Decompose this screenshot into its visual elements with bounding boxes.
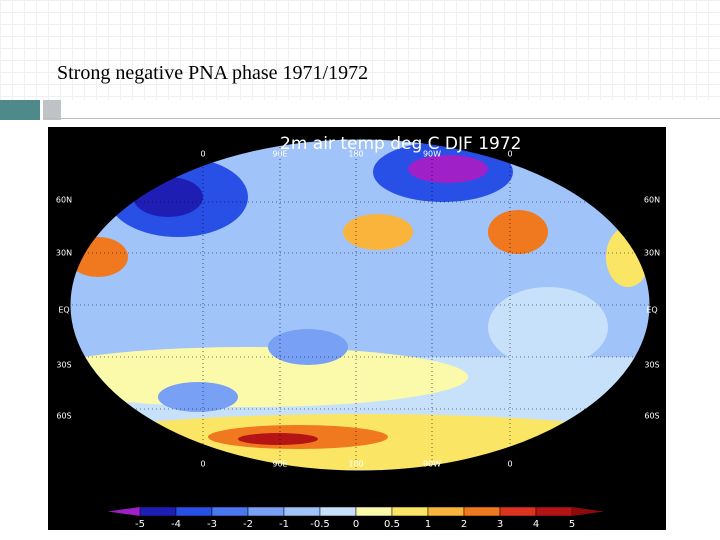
colorbar-label: -2 — [243, 519, 253, 530]
lat-label: EQ — [58, 306, 69, 315]
lon-label: 90W — [423, 150, 441, 159]
colorbar-segment — [247, 506, 285, 517]
lat-label: 60N — [56, 196, 72, 205]
divider — [43, 118, 720, 119]
map-outline — [69, 138, 651, 472]
lon-label: 0 — [200, 150, 205, 159]
colorbar-label: -3 — [207, 519, 217, 530]
figure-title: 2m air temp deg C DJF 1972 — [280, 134, 521, 154]
colorbar-label: 5 — [569, 519, 575, 530]
lon-label: 0 — [507, 460, 512, 469]
lat-label: 30S — [644, 361, 659, 370]
accent-bar — [0, 100, 40, 120]
colorbar-label: -0.5 — [310, 519, 330, 530]
field-region — [408, 155, 488, 183]
colorbar-segment — [319, 506, 357, 517]
field-region — [343, 214, 413, 250]
colorbar-label: 2 — [461, 519, 467, 530]
slide-title: Strong negative PNA phase 1971/1972 — [57, 62, 369, 84]
lat-label: 60S — [56, 412, 71, 421]
lat-label: 30N — [644, 249, 660, 258]
lat-label: EQ — [646, 306, 657, 315]
field-region — [158, 382, 238, 412]
lat-label: 30N — [56, 249, 72, 258]
colorbar-segment — [391, 506, 429, 517]
colorbar-label: 0 — [353, 519, 359, 530]
map-figure: 2m air temp deg C DJF 1972 0 0 90E 90E 180 18… — [48, 127, 666, 530]
lon-label: 180 — [348, 460, 363, 469]
colorbar-segment — [139, 506, 177, 517]
colorbar-label: -1 — [279, 519, 289, 530]
colorbar-label: 4 — [533, 519, 539, 530]
colorbar-label: 3 — [497, 519, 503, 530]
colorbar-segment — [175, 506, 213, 517]
colorbar-label: 1 — [425, 519, 431, 530]
axis-labels: 0 0 90E 90E 180 180 90W 90W 0 0 60N 60N 30N 30N EQ EQ 30… — [56, 150, 660, 469]
accent-square — [43, 100, 61, 120]
lat-label: 60S — [644, 412, 659, 421]
lon-label: 90E — [272, 150, 287, 159]
graticule — [70, 139, 650, 471]
colorbar-label: -5 — [135, 519, 145, 530]
field-region — [488, 287, 608, 367]
colorbar-segment — [499, 506, 537, 517]
lat-label: 30S — [56, 361, 71, 370]
lon-label: 90W — [423, 460, 441, 469]
colorbar-segment — [211, 506, 249, 517]
colorbar-segment — [283, 506, 321, 517]
lat-label: 60N — [644, 196, 660, 205]
lon-label: 180 — [348, 150, 363, 159]
colorbar-segment — [355, 506, 393, 517]
lon-label: 90E — [272, 460, 287, 469]
lon-label: 0 — [200, 460, 205, 469]
colorbar: -5 -4 -3 -2 -1 -0.5 0 0.5 1 2 3 4 5 — [108, 506, 604, 530]
colorbar-segment — [535, 506, 573, 517]
field-region — [70, 347, 468, 407]
field-region — [268, 329, 348, 365]
field-region — [238, 433, 318, 445]
colorbar-segment — [427, 506, 465, 517]
field-region — [488, 210, 548, 254]
lon-label: 0 — [507, 150, 512, 159]
colorbar-end — [108, 507, 140, 516]
colorbar-segment — [463, 506, 501, 517]
colorbar-label: 0.5 — [384, 519, 400, 530]
background-grid — [0, 0, 720, 100]
colorbar-end — [572, 507, 604, 516]
colorbar-label: -4 — [171, 519, 181, 530]
